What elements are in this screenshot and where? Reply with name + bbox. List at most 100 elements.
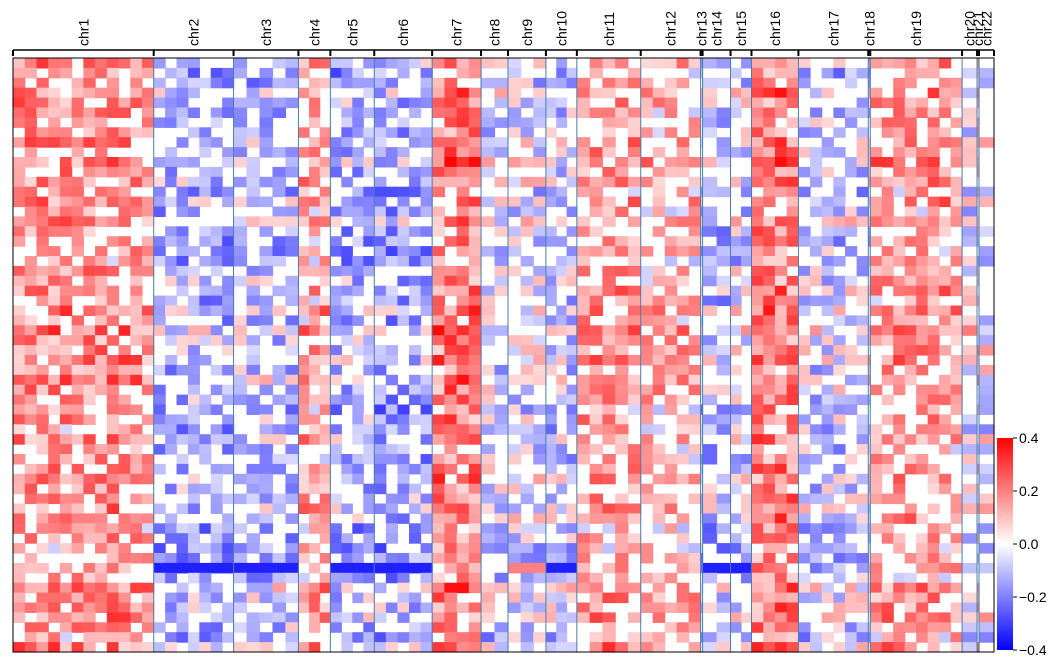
heatmap-cell [702,414,718,425]
heatmap-cell [153,236,166,247]
heatmap-cell [13,562,26,574]
heatmap-cell [763,176,776,188]
heatmap-cell [408,127,422,138]
heatmap-cell [640,127,654,138]
heatmap-cell [640,176,654,188]
heatmap-cell [545,285,557,297]
heatmap-cell [856,285,869,297]
heatmap-cell [330,533,342,544]
heatmap-cell [676,592,690,604]
heatmap-cell [130,196,143,208]
heatmap-cell [341,572,353,584]
heatmap-cell [468,206,482,217]
heatmap-cell [763,186,776,198]
heatmap-cell [432,87,445,99]
heatmap-cell [481,166,496,178]
heatmap-cell [13,186,26,198]
heatmap-cell [130,582,143,594]
heatmap-cell [420,562,433,574]
heatmap-cell [881,196,894,208]
heatmap-cell [83,384,96,396]
heatmap-cell [652,592,666,604]
heatmap-cell [774,582,788,594]
heatmap-cell [615,77,629,89]
heatmap-cell [420,196,433,208]
heatmap-cell [676,513,690,524]
heatmap-cell [904,345,917,356]
heatmap-cell [700,493,704,505]
heatmap-cell [627,513,642,524]
heatmap-cell [566,414,578,425]
heatmap-cell [36,622,49,633]
heatmap-cell [556,444,568,455]
heatmap-cell [833,285,846,297]
heatmap-cell [319,77,331,89]
heatmap-cell [602,285,616,297]
heatmap-cell [556,602,568,613]
heatmap-cell [520,285,534,297]
heatmap-cell [751,642,764,653]
heatmap-cell [59,107,73,118]
heatmap-cell [259,97,274,109]
heatmap-cell [950,335,963,346]
heatmap-cell [939,226,952,237]
heatmap-cell [916,533,929,544]
heatmap-cell [904,236,917,247]
heatmap-cell [259,265,274,277]
heatmap-cell [566,345,578,356]
heatmap-cell [833,444,846,455]
heatmap-cell [763,335,776,346]
colorbar-tick-label: 0.0 [1019,536,1039,552]
heatmap-cell [385,157,399,168]
heatmap-cell [741,58,753,69]
heatmap-cell [939,424,952,435]
heatmap-cell [408,315,422,326]
heatmap-cell [13,414,26,425]
heatmap-cell [13,157,26,168]
heatmap-cell [716,236,732,247]
heatmap-cell [870,622,883,633]
heatmap-cell [602,58,616,69]
heatmap-cell [566,107,578,118]
heatmap-cell [13,166,26,178]
heatmap-cell [233,216,248,227]
heatmap-cell [676,632,690,643]
heatmap-cell [730,364,742,376]
heatmap-cell [153,87,166,99]
heatmap-cell [893,444,906,455]
heatmap-cell [893,77,906,89]
heatmap-cell [533,364,547,376]
heatmap-cell [233,137,248,148]
heatmap-cell [24,137,38,148]
heatmap-cell [13,642,26,653]
heatmap-cell [881,58,894,69]
heatmap-cell [763,77,776,89]
heatmap-cell [298,67,310,79]
heatmap-cell [576,87,591,99]
heatmap-cell [751,176,764,188]
heatmap-cell [285,612,300,623]
heatmap-cell [950,513,963,524]
heatmap-cell [751,275,764,287]
heatmap-cell [927,434,940,445]
heatmap-cell [298,493,310,505]
heatmap-cell [481,117,496,128]
heatmap-cell [664,335,678,346]
heatmap-cell [893,147,906,158]
heatmap-cell [751,493,764,505]
heatmap-cell [352,414,364,425]
heatmap-cell [556,305,568,316]
heatmap-cell [259,572,274,584]
heatmap-cell [352,553,364,564]
heatmap-cell [272,77,287,89]
heatmap-cell [233,562,248,574]
heatmap-cell [763,305,776,316]
heatmap-cell [916,622,929,633]
heatmap-cell [165,592,178,604]
heatmap-cell [83,216,96,227]
heatmap-cell [751,256,764,267]
heatmap-cell [545,97,557,109]
heatmap-cell [187,414,200,425]
heatmap-cell [494,216,509,227]
heatmap-cell [751,572,764,584]
